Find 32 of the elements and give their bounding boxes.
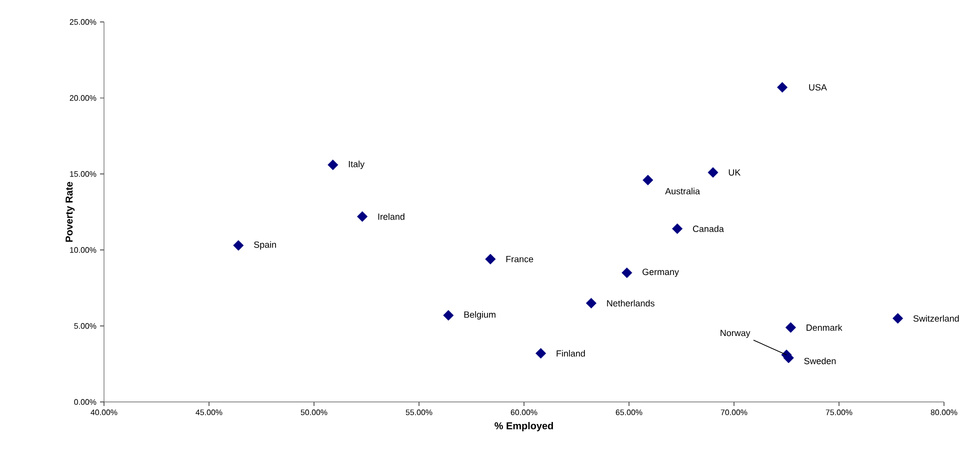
point — [622, 267, 632, 278]
annotation: Ireland — [378, 213, 404, 220]
point — [485, 254, 496, 264]
annotation: UK — [728, 169, 741, 176]
annotation: France — [506, 256, 534, 262]
point — [536, 348, 546, 359]
point — [708, 167, 718, 178]
point — [672, 223, 683, 234]
annotation: Belgium — [464, 311, 496, 320]
annotation: Sweden — [804, 358, 836, 364]
annotation: Denmark — [806, 324, 842, 331]
x-axis-title: % Employed — [494, 422, 553, 432]
annotation: Italy — [348, 160, 365, 170]
annotation: Spain — [254, 241, 276, 250]
annotation: USA — [809, 84, 827, 91]
point — [586, 298, 596, 308]
point — [785, 322, 796, 333]
annotation: Australia — [665, 188, 700, 194]
point — [357, 211, 368, 222]
point — [642, 174, 654, 186]
annotation: Switzerland — [913, 315, 959, 322]
y-axis-title: Poverty Rate — [66, 182, 75, 242]
point — [328, 160, 338, 170]
annotation: Norway — [720, 330, 750, 338]
point — [233, 240, 244, 251]
point — [892, 313, 904, 324]
annotation: Canada — [692, 225, 724, 232]
annotation: Netherlands — [607, 300, 654, 306]
point — [777, 82, 788, 93]
point — [443, 310, 454, 321]
annotation: Finland — [556, 350, 585, 357]
annotation: Germany — [642, 268, 679, 277]
